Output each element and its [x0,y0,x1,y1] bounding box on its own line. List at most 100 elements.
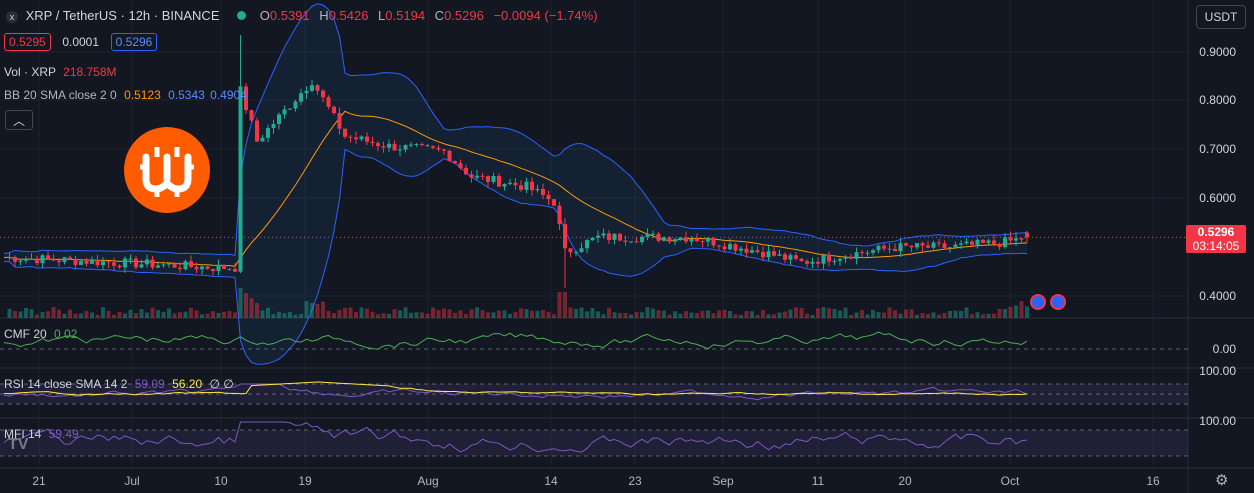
mfi-legend: MFI 14 59.49 [4,427,79,441]
candle-body [805,261,809,264]
volume-bar [854,312,859,318]
volume-bar [392,309,397,318]
candle-body [997,243,1002,248]
volume-bar [376,314,380,318]
candle-body [112,262,116,266]
candle-body [409,144,413,146]
x-tick-label: 10 [214,474,228,488]
ohlc-high: 0.5426 [328,8,369,23]
volume-bar [986,313,991,318]
volume-legend: Vol · XRP 218.758M [4,65,117,79]
volume-bar [777,312,782,318]
candle-body [568,248,573,253]
volume-bar [436,310,441,318]
ohlc-close-label: C [434,8,445,23]
candle-body [354,137,358,140]
volume-bar [975,312,980,318]
volume-bar [508,314,512,318]
volume-bar [981,314,985,318]
x-tick-label: 11 [811,474,825,488]
market-status-icon [237,11,247,20]
candle-body [761,252,765,258]
candle-body [871,250,875,253]
volume-bar [744,311,749,318]
volume-bars [7,288,1029,318]
collapse-legend-button[interactable]: ︿ [5,110,33,130]
volume-bar [838,310,842,318]
volume-bar [62,313,67,318]
candle-body [277,114,281,125]
volume-bar [442,308,446,318]
candle-body [497,176,501,187]
candle-body [150,259,155,268]
volume-bar [953,310,958,318]
candle-body [145,259,149,265]
candle-body [986,240,991,243]
bid-button[interactable]: 0.5295 [4,33,51,51]
us-event-flag-icon[interactable] [1030,294,1046,310]
bb-lower-value: 0.4904 [210,88,247,102]
candle-body [1025,232,1029,238]
volume-bar [673,311,677,318]
candle-body [673,239,677,242]
volume-bar [310,302,314,318]
settings-gear-icon[interactable]: ⚙ [1215,472,1229,489]
volume-bar [370,311,375,318]
ohlc-low: 0.5194 [385,8,426,23]
candle-body [134,258,138,268]
volume-bar [13,310,17,318]
candle-body [117,265,122,268]
volume-bar [95,314,100,318]
candle-body [123,258,127,268]
mfi-label: MFI 14 [4,427,42,441]
volume-bar [227,310,232,318]
y-tick-label: 0.4000 [1199,289,1236,303]
volume-bar [458,310,463,318]
candle-body [381,146,386,148]
candle-body [447,150,452,162]
candle-body [84,260,89,264]
volume-bar [728,311,732,318]
candle-body [733,244,738,251]
volume-bar [596,311,600,318]
cmf-value: 0.02 [54,327,78,341]
volume-bar [898,313,903,318]
volume-bar [79,313,83,318]
candle-body [128,258,133,260]
candle-body [838,258,842,261]
last-price-tag: 0.5296 03:14:05 [1186,225,1246,253]
volume-bar [590,308,595,318]
candle-body [183,261,188,270]
ask-button[interactable]: 0.5296 [110,33,158,51]
candle-body [227,268,232,270]
x-tick-label: 16 [1146,474,1160,488]
mfi-value: 59.49 [48,427,79,441]
volume-bar [816,308,820,318]
mfi-pane [0,421,1188,457]
volume-bar [233,312,237,318]
volume-bar [904,309,908,318]
candle-body [959,243,963,245]
candle-body [46,255,50,259]
x-tick-label: 20 [898,474,912,488]
candle-body [629,241,633,243]
candle-body [326,97,331,107]
rsi-sma-value: 56.20 [172,377,203,391]
cmf-axis-label: 0.00 [1212,342,1236,356]
volume-bar [959,310,963,318]
candle-body [167,263,171,265]
y-tick-label: 0.8000 [1199,93,1236,107]
volume-bar [948,311,952,318]
volume-bar [205,313,210,318]
volume-bar [700,310,705,318]
currency-button[interactable]: USDT [1196,5,1246,29]
us-event-flag-icon[interactable] [1050,294,1066,310]
candle-body [436,147,441,150]
x-tick-label: Aug [417,474,439,488]
symbol-title[interactable]: XRP / TetherUS · 12h · BINANCE [25,8,220,23]
candle-body [365,136,369,142]
candle-body [827,254,831,262]
candle-body [458,163,463,168]
x-tick-label: 14 [544,474,558,488]
